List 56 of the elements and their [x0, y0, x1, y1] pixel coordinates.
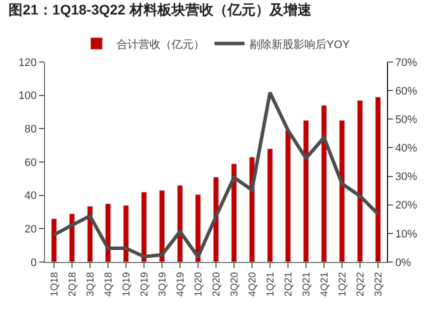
- bar: [159, 190, 165, 262]
- legend-label: 合计营收（亿元）: [116, 38, 204, 51]
- x-tick-label: 1Q21: [265, 272, 276, 296]
- bar: [51, 218, 57, 262]
- y-tick-label: 20: [24, 224, 37, 236]
- x-tick-label: 2Q18: [67, 272, 78, 296]
- x-tick-label: 3Q22: [373, 272, 384, 296]
- y2-tick-label: 0%: [395, 256, 412, 269]
- bar: [213, 176, 219, 262]
- y2-tick-label: 40%: [395, 142, 418, 155]
- x-tick-label: 4Q18: [103, 272, 114, 296]
- y2-tick-label: 20%: [395, 200, 418, 212]
- y-tick-label: 100: [18, 90, 37, 102]
- y2-tick-label: 50%: [395, 114, 418, 126]
- bar: [267, 148, 273, 262]
- x-tick-label: 2Q21: [283, 272, 294, 296]
- x-tick-label: 2Q20: [211, 272, 222, 296]
- line-series: [52, 90, 380, 259]
- bar: [195, 194, 201, 262]
- y-tick-label: 0: [30, 256, 37, 269]
- bar: [141, 192, 147, 262]
- x-tick-label: 1Q18: [49, 272, 60, 296]
- bar: [231, 163, 237, 262]
- y-tick-label: 80: [24, 124, 37, 136]
- y-tick-label: 40: [24, 190, 37, 202]
- bar: [69, 213, 75, 262]
- bar: [321, 105, 327, 262]
- x-tick-label: 4Q19: [175, 272, 186, 296]
- bar: [303, 120, 309, 262]
- bar: [177, 185, 183, 262]
- y2-tick-label: 10%: [395, 228, 418, 240]
- bar: [123, 205, 129, 262]
- x-tick-label: 1Q20: [193, 272, 204, 296]
- x-tick-label: 4Q20: [247, 272, 258, 296]
- x-tick-label: 1Q22: [337, 272, 348, 296]
- bar: [285, 130, 291, 262]
- bar: [87, 206, 93, 262]
- y-tick-label: 60: [24, 156, 37, 169]
- y2-tick-label: 70%: [395, 56, 418, 69]
- x-tick-label: 3Q18: [85, 272, 96, 296]
- chart-title: 图21：1Q18-3Q22 材料板块营收（亿元）及增速: [8, 2, 312, 18]
- legend-label: 剔除新股影响后YOY: [250, 38, 350, 51]
- bar: [105, 203, 111, 262]
- y-tick-label: 120: [18, 56, 37, 69]
- x-tick-label: 1Q19: [121, 272, 132, 296]
- x-tick-label: 2Q19: [139, 272, 150, 296]
- x-tick-label: 4Q21: [319, 272, 330, 296]
- bar: [339, 120, 345, 262]
- bar: [357, 100, 363, 262]
- y2-tick-label: 30%: [395, 171, 418, 184]
- x-tick-label: 2Q22: [355, 272, 366, 296]
- x-tick-label: 3Q20: [229, 272, 240, 296]
- x-tick-label: 3Q19: [157, 272, 168, 296]
- x-tick-label: 3Q21: [301, 272, 312, 296]
- y2-tick-label: 60%: [395, 85, 418, 98]
- bar: [375, 96, 381, 262]
